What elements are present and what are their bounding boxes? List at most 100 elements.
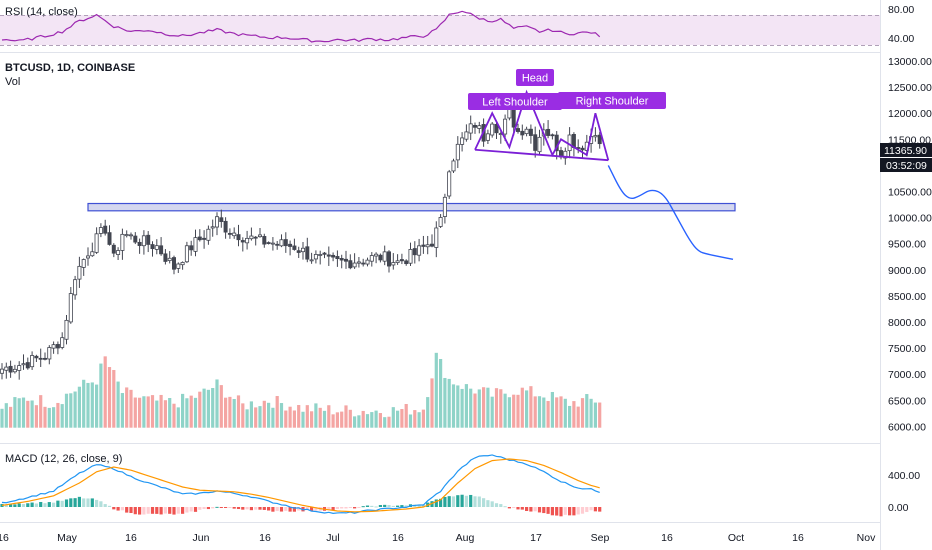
macd-histogram-bar (232, 507, 236, 509)
macd-histogram-bar (331, 507, 335, 510)
price-axis[interactable]: 13000.0012500.0012000.0011500.0010500.00… (888, 56, 932, 433)
forecast-path-layer (607, 165, 734, 261)
volume-bar (284, 410, 288, 428)
volume-bar (249, 401, 253, 428)
time-tick: 17 (530, 532, 542, 544)
candle (374, 252, 379, 264)
candle (343, 250, 348, 269)
candle-body (331, 254, 336, 258)
candle-body (292, 245, 297, 250)
time-tick: Aug (456, 532, 475, 544)
candle-body (12, 368, 17, 373)
candle (348, 254, 353, 270)
candle (202, 230, 207, 249)
macd-histogram-bar (116, 507, 120, 511)
macd-histogram-bar (228, 507, 232, 508)
candle (537, 129, 542, 156)
candle-body (288, 243, 293, 247)
candle-body (111, 244, 116, 254)
time-tick: Nov (857, 532, 876, 544)
candle-body (326, 254, 331, 257)
macd-histogram-bar (9, 504, 13, 507)
volume-bar (370, 412, 374, 428)
macd-histogram-bar (572, 507, 576, 516)
candle-body (43, 357, 48, 360)
volume-bar (206, 389, 210, 428)
candle (468, 115, 473, 141)
macd-histogram-bar (129, 507, 133, 513)
candle-body (176, 263, 181, 269)
price-tick: 7000.00 (888, 369, 926, 381)
macd-histogram-bar (60, 500, 64, 507)
macd-histogram-bar (0, 503, 4, 507)
candle (296, 246, 301, 259)
time-tick: 16 (125, 532, 137, 544)
macd-histogram-bar (142, 507, 146, 515)
volume-bar (460, 388, 464, 428)
volume-bar (559, 396, 563, 428)
candle (219, 209, 224, 228)
volume-bar (391, 407, 395, 428)
macd-histogram-bar (90, 498, 94, 507)
macd-histogram-bar (421, 505, 425, 507)
candle (279, 234, 284, 248)
candle (210, 219, 215, 237)
macd-histogram-bar (176, 507, 180, 514)
time-tick: May (57, 532, 78, 544)
macd-histogram-bar (585, 507, 589, 513)
left-shoulder-label-box (468, 93, 562, 110)
macd-histogram-bar (473, 496, 477, 507)
volume-bar (400, 409, 404, 428)
candle-body (503, 118, 508, 135)
macd-histogram-bar (520, 507, 524, 510)
macd-tick-400: 400.00 (888, 470, 920, 482)
candle-body (546, 128, 551, 136)
candle-body (55, 344, 60, 349)
candle-body (412, 248, 417, 256)
candle (38, 348, 43, 367)
candle (232, 227, 237, 239)
volume-bar (159, 394, 163, 428)
volume-bar (90, 382, 94, 428)
candle (77, 256, 82, 288)
candle (399, 253, 404, 265)
volume-bar (430, 378, 434, 428)
candle (516, 123, 521, 134)
volume-bar (275, 396, 279, 428)
time-axis[interactable]: 16 May 16 Jun 16 Jul 16 Aug 17 Sep 16 Oct 16 Nov (0, 532, 876, 544)
macd-histogram-bar (189, 507, 193, 512)
volume-bar (267, 402, 271, 428)
candle (318, 250, 323, 265)
macd-histogram-bar (112, 507, 116, 510)
macd-histogram-bar (396, 505, 400, 507)
macd-histogram-bar (357, 507, 361, 508)
candle-body (339, 258, 344, 261)
volume-bar (585, 394, 589, 428)
candle-body (51, 344, 56, 349)
macd-histogram-bar (546, 507, 550, 514)
candle (223, 217, 228, 239)
candle (141, 230, 146, 255)
macd-histogram-bar (335, 507, 339, 509)
volume-bar (305, 405, 309, 428)
candle-body (429, 243, 434, 247)
macd-histogram-bar (206, 507, 210, 510)
candle-body (210, 226, 215, 229)
candle-body (520, 130, 525, 136)
macd-histogram-bar (185, 507, 189, 513)
volume-bar (224, 397, 228, 428)
macd-histogram-bar (568, 507, 572, 516)
volume-bar (9, 406, 13, 428)
candle (240, 237, 245, 252)
macd-histogram-bar (159, 507, 163, 515)
left-shoulder-label: Left Shoulder (482, 97, 548, 109)
head-label: Head (522, 73, 548, 85)
candle-body (356, 261, 361, 264)
macd-histogram-bar (477, 496, 481, 507)
volume-bar (344, 405, 348, 428)
candle-body (197, 236, 202, 241)
macd-histogram-bar (69, 498, 73, 507)
candle-body (494, 124, 499, 134)
macd-histogram-bar (267, 507, 271, 511)
